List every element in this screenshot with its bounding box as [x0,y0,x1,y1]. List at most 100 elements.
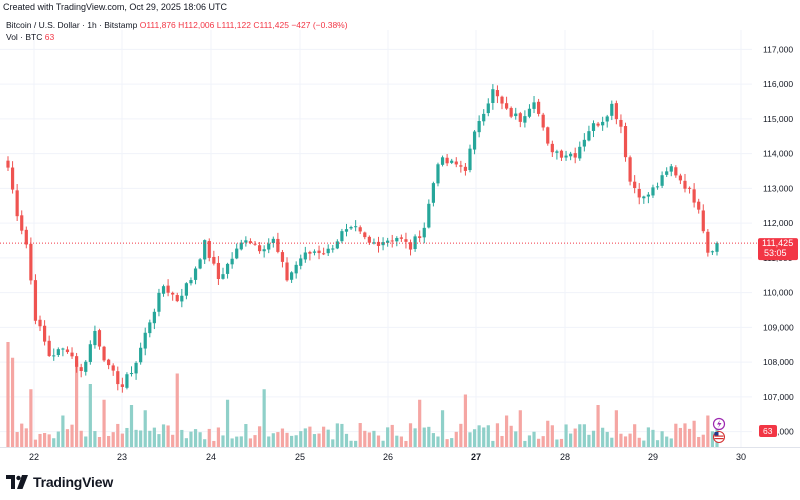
candle-body [198,259,202,269]
candle-body [468,148,472,171]
volume-bar [84,436,88,447]
volume-bar [79,430,83,447]
candle-body [651,187,655,196]
symbol-description[interactable]: Bitcoin / U.S. Dollar · 1h · Bitstamp [6,20,138,30]
candle-body [431,183,435,203]
candle-body [102,346,106,361]
candle-body [422,227,426,238]
volume-bar [569,433,573,447]
candle-body [193,268,198,280]
candle-body [514,113,518,117]
volume-bar [344,433,349,447]
price-tick-label: 110,000 [763,288,793,298]
volume-bar [546,420,550,447]
volume-bar [180,429,184,447]
volume-bar [596,405,600,447]
candle-body [116,371,120,385]
candle-body [559,150,564,158]
volume-bar [107,435,111,447]
candle-body [372,242,376,244]
candle-body [294,264,298,274]
ohlc-row: Bitcoin / U.S. Dollar · 1h · Bitstamp O1… [6,19,348,31]
candle-body [33,280,38,321]
volume-bar [399,436,403,447]
candle-body [10,167,15,190]
volume-bar [340,423,344,447]
volume-bar [376,435,381,447]
candle-body [257,245,262,252]
candle-body [65,349,70,353]
volume-bar [290,435,294,447]
candle-body [537,101,541,114]
candle-body [701,210,705,232]
volume-bar [468,432,472,447]
volume-bar [523,440,527,447]
volume-bar [491,440,495,447]
volume-bar [495,423,500,447]
time-tick-label: 30 [736,452,746,462]
candle-body [518,113,522,122]
candle-body [152,311,156,324]
volume-bar [207,428,211,447]
candle-body [637,188,641,198]
volume-bar [482,427,486,447]
time-tick-label: 28 [560,452,570,462]
volume-bar [500,435,504,447]
candle-body [445,157,449,164]
candle-body [216,262,221,279]
candle-body [715,243,719,252]
volume-bar [354,440,358,447]
volume-bar [601,427,605,447]
volume-bar [527,435,532,447]
candle-body [207,240,211,258]
candle-body [111,365,115,371]
candle-body [523,116,527,123]
candle-body [454,161,458,165]
volume-bar [591,430,596,447]
volume-bar [280,428,285,447]
volume-bar [349,440,353,447]
high-value: H112,006 [178,20,215,30]
volume-bar [24,428,28,447]
candle-body [550,143,554,153]
candle-body [376,241,381,246]
candle-body [408,242,413,250]
candle-body [605,116,609,122]
candle-body [61,348,65,350]
volume-bar [459,423,463,447]
volume-bar [454,431,458,447]
candle-body [555,151,559,153]
candle-body [344,229,349,232]
candle-body [413,236,417,250]
volume-label[interactable]: Vol · BTC [6,32,43,42]
candle-body [683,180,687,189]
candle-body [262,249,266,252]
volume-bar [628,433,632,447]
candle-body [340,231,344,242]
volume-bar [706,415,710,447]
volume-bar [33,439,38,447]
volume-bar [322,426,326,447]
candle-body [610,103,614,116]
volume-bar [669,438,673,447]
candle-body [692,189,696,203]
volume-bar [65,429,70,447]
time-axis[interactable]: 22 23 24 25 26 27 28 29 30 [0,447,800,463]
candle-body [463,166,468,171]
volume-bar [38,433,42,447]
volume-row: Vol · BTC 63 [6,31,348,43]
candle-body [660,175,664,186]
volume-bar [445,439,449,447]
price-axis[interactable]: 106,000107,000108,000109,000110,000111,0… [763,44,794,436]
tradingview-logo[interactable]: TradingView [6,474,113,490]
candle-body [541,114,545,128]
event-icons[interactable] [712,417,726,443]
volume-bar [518,410,522,447]
candle-body [573,153,577,158]
volume-bar [683,423,687,447]
candle-body [614,103,618,120]
price-tick-label: 117,000 [763,44,793,54]
candle-body [125,374,129,388]
candle-body [93,330,97,346]
